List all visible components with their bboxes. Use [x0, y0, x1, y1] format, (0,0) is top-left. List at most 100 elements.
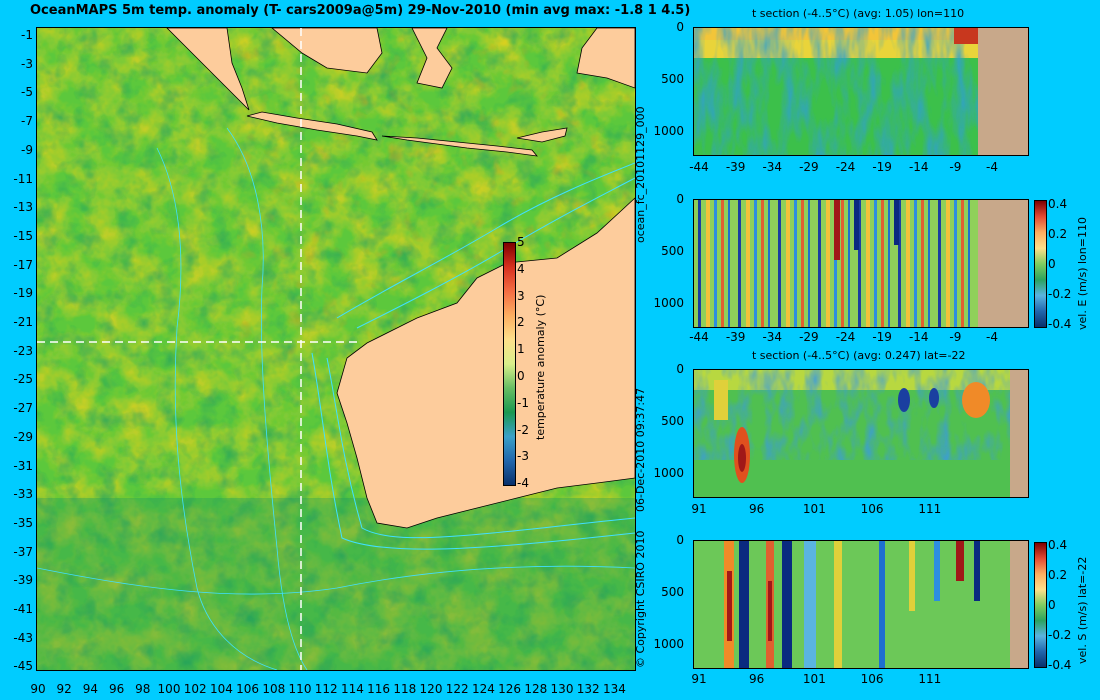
panel-y-tick: 0	[676, 20, 684, 34]
panel-y-tick: 500	[661, 414, 684, 428]
colorbar-tick-label: 2	[517, 315, 525, 330]
lon-tick-label: 126	[498, 682, 522, 696]
panel-y-tick: 0	[676, 192, 684, 206]
lon-tick-label: 112	[314, 682, 338, 696]
lon-tick-label: 134	[602, 682, 626, 696]
lon-tick-label: 110	[288, 682, 312, 696]
panel-x-tick: 101	[802, 672, 826, 686]
lat-tick-label: -35	[13, 515, 33, 530]
lat-tick-label: -17	[13, 257, 33, 272]
lon-tick-label: 114	[340, 682, 364, 696]
panel-y-tick: 0	[676, 362, 684, 376]
colorbar-tick-label: 1	[517, 342, 525, 357]
lon-tick-label: 94	[82, 682, 99, 696]
panel-x-tick: -39	[725, 160, 746, 174]
panel2-frame	[693, 199, 1029, 328]
vel-south-colorbar	[1034, 542, 1047, 668]
lat-tick-label: -21	[13, 315, 33, 329]
colorbar-tick-label: -4	[517, 476, 529, 491]
colorbar-tick-label: 5	[517, 235, 525, 249]
lat-tick-label: -43	[13, 630, 33, 645]
panel-x-tick: 106	[860, 502, 884, 516]
lat-tick-label: -13	[13, 200, 33, 215]
panel-x-tick: -4	[986, 160, 998, 174]
panel-cbar-tick: -0.2	[1048, 287, 1072, 301]
lon-tick-label: 104	[209, 682, 233, 696]
panel-x-tick: -9	[949, 160, 962, 174]
colorbar-label: temperature anomaly (°C)	[534, 294, 547, 440]
panel-cbar-tick: 0.2	[1048, 568, 1068, 582]
panel4-frame	[693, 540, 1029, 669]
panel-cbar-tick: 0	[1048, 598, 1056, 612]
lat-tick-label: -5	[21, 85, 33, 100]
panel-x-tick: -39	[725, 330, 746, 344]
panel-x-tick: -44	[689, 160, 709, 174]
lon-tick-label: 130	[550, 682, 574, 696]
lat-tick-label: -9	[21, 142, 33, 157]
lat-tick-label: -29	[13, 429, 33, 444]
lon-tick-label: 90	[30, 682, 46, 696]
lon-tick-label: 124	[471, 682, 495, 696]
panel-x-tick: -4	[986, 330, 998, 344]
panel1-frame	[693, 27, 1029, 156]
colorbar-tick-label: 4	[517, 261, 525, 276]
panel-cbar-tick: 0.4	[1048, 538, 1068, 552]
vel-south-section-lat-22	[694, 541, 1028, 668]
temp-section-lat-22	[694, 370, 1028, 497]
australia-landmass	[336, 197, 635, 529]
lat-tick-label: -19	[13, 286, 33, 301]
new-guinea-landmass	[576, 28, 635, 89]
panel-x-tick: -34	[762, 160, 783, 174]
timor-landmass	[516, 127, 568, 143]
panel3-frame	[693, 369, 1029, 498]
bathymetry-contour	[311, 352, 635, 550]
panel-x-tick: 91	[691, 502, 707, 516]
panel-x-tick: -14	[908, 160, 929, 174]
lon-tick-label: 120	[419, 682, 443, 696]
panel-y-tick: 500	[661, 585, 684, 599]
bathymetry-contour	[326, 357, 635, 539]
panel-x-tick: 106	[860, 672, 884, 686]
lon-tick-label: 132	[576, 682, 600, 696]
panel-x-tick: 111	[918, 502, 942, 516]
panel-cbar-tick: -0.2	[1048, 628, 1072, 642]
colorbar-tick-label: -3	[517, 449, 529, 464]
lon-tick-label: 106	[236, 682, 260, 696]
panel1-title: t section (-4..5°C) (avg: 1.05) lon=110	[752, 7, 965, 20]
lat-tick-label: -1	[21, 28, 33, 42]
lat-tick-label: -33	[13, 487, 33, 502]
panel-x-tick: 96	[749, 502, 765, 516]
lat-tick-label: -37	[13, 544, 33, 559]
colorbar-tick-label: -1	[517, 395, 529, 410]
panel-x-tick: 96	[749, 672, 765, 686]
bathymetry-contour	[336, 162, 635, 319]
panel-x-tick: -44	[689, 330, 709, 344]
lon-tick-label: 108	[262, 682, 286, 696]
panel-cbar-tick: -0.4	[1048, 658, 1072, 672]
lat-tick-label: -3	[21, 56, 33, 71]
lon-tick-label: 96	[108, 682, 125, 696]
colorbar-tick-label: -2	[517, 422, 529, 437]
seafloor-mask	[978, 28, 1028, 155]
lon-tick-label: 128	[524, 682, 548, 696]
seafloor-mask	[978, 200, 1028, 327]
lon-tick-label: 92	[56, 682, 72, 696]
lat-tick-label: -39	[13, 573, 33, 588]
bathymetry-contour	[226, 127, 308, 670]
lat-tick-label: -25	[13, 372, 33, 387]
lon-tick-label: 98	[135, 682, 151, 696]
panel-cbar-tick: 0.4	[1048, 197, 1068, 211]
lon-tick-label: 116	[367, 682, 391, 696]
lat-tick-label: -41	[13, 602, 33, 616]
panel-x-tick: 111	[918, 672, 942, 686]
panel-x-tick: -24	[835, 160, 856, 174]
panel-x-tick: -14	[908, 330, 929, 344]
sumatra-landmass	[166, 28, 250, 111]
seafloor-mask	[1010, 370, 1028, 497]
panel-x-tick: -29	[799, 330, 819, 344]
panel-x-tick: -19	[872, 330, 892, 344]
map-colorbar	[503, 242, 516, 486]
panel-x-tick: -19	[872, 160, 892, 174]
panel-y-tick: 500	[661, 72, 684, 86]
bathymetry-contour	[156, 147, 278, 670]
